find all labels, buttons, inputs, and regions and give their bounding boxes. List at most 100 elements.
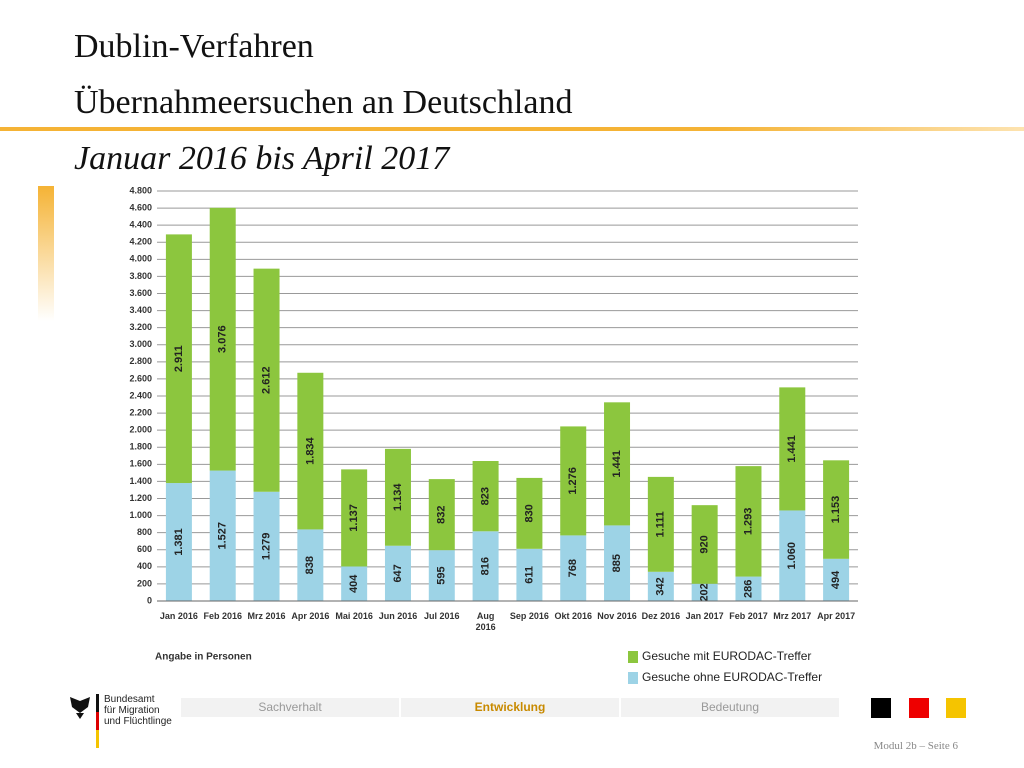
y-tick-label: 2.400	[129, 390, 152, 400]
y-tick-label: 1.600	[129, 459, 152, 469]
value-label: 1.060	[786, 542, 798, 570]
bar-segment	[560, 426, 587, 536]
y-tick-label: 2.600	[129, 373, 152, 383]
x-tick-label: Mrz 2017	[773, 611, 812, 621]
bar-segment	[560, 535, 587, 601]
y-tick-label: 4.800	[129, 185, 152, 195]
y-tick-label: 1.800	[129, 442, 152, 452]
x-tick-label: Mrz 2016	[247, 611, 286, 621]
bar-segment	[823, 558, 850, 601]
bar-segment	[472, 531, 499, 601]
value-label: 611	[523, 566, 535, 584]
x-tick-label: Apr 2017	[817, 611, 856, 621]
x-tick-label: Jan 2016	[159, 611, 198, 621]
bar-segment	[735, 466, 762, 577]
y-tick-label: 3.800	[129, 271, 152, 281]
value-label: 595	[436, 566, 448, 584]
value-label: 1.381	[173, 528, 185, 556]
value-label: 885	[611, 554, 623, 572]
bar-segment	[384, 545, 411, 601]
value-label: 3.076	[217, 325, 229, 353]
nav-tab[interactable]: Bedeutung	[621, 698, 839, 717]
value-label: 1.137	[348, 504, 360, 532]
value-label: 1.527	[217, 522, 229, 550]
value-label: 286	[742, 580, 754, 598]
bar-segment	[691, 505, 718, 584]
value-label: 830	[523, 504, 535, 522]
value-label: 832	[436, 505, 448, 523]
value-label: 342	[655, 577, 667, 595]
bar-segment	[691, 583, 718, 601]
org-line: Bundesamt	[104, 694, 155, 705]
y-tick-label: 4.000	[129, 254, 152, 264]
bar-segment	[209, 470, 236, 601]
value-label: 1.441	[786, 435, 798, 463]
legend-label: Gesuche mit EURODAC-Treffer	[642, 649, 811, 663]
x-tick-label: Dez 2016	[641, 611, 681, 621]
bar-segment	[779, 387, 806, 511]
bar-segment	[647, 571, 674, 601]
bar-segment	[297, 372, 324, 530]
nav-tab[interactable]: Entwicklung	[401, 698, 619, 717]
value-label: 2.911	[173, 345, 185, 372]
value-label: 1.293	[742, 508, 754, 536]
y-tick-label: 2.800	[129, 356, 152, 366]
y-tick-label: 200	[137, 578, 152, 588]
accent-line	[0, 127, 1024, 131]
value-label: 823	[480, 487, 492, 505]
value-label: 1.441	[611, 450, 623, 478]
value-label: 1.153	[830, 496, 842, 524]
y-tick-label: 1.000	[129, 510, 152, 520]
x-tick-label: Okt 2016	[554, 611, 592, 621]
value-label: 816	[480, 557, 492, 575]
value-label: 647	[392, 564, 404, 582]
title-line: Übernahmeersuchen an Deutschland	[74, 84, 573, 121]
value-label: 202	[699, 583, 711, 601]
value-label: 1.834	[304, 436, 316, 464]
x-tick-label: Nov 2016	[597, 611, 637, 621]
bar-segment	[823, 460, 850, 559]
bar-segment	[209, 207, 236, 471]
x-tick-label: Jul 2016	[424, 611, 460, 621]
value-label: 1.134	[392, 483, 404, 511]
subtitle: Januar 2016 bis April 2017	[74, 140, 450, 177]
nav-tab[interactable]: Sachverhalt	[181, 698, 399, 717]
x-tick-label: Aug 2016	[475, 611, 496, 632]
y-tick-label: 3.200	[129, 322, 152, 332]
y-tick-label: 4.400	[129, 220, 152, 230]
bar-segment	[428, 479, 455, 551]
bar-segment	[604, 525, 631, 601]
y-tick-label: 0	[147, 595, 152, 605]
bar-segment	[604, 402, 631, 526]
y-tick-label: 3.400	[129, 305, 152, 315]
value-label: 2.612	[260, 366, 272, 394]
y-tick-label: 2.200	[129, 407, 152, 417]
bar-segment	[297, 529, 324, 601]
legend-label: Gesuche ohne EURODAC-Treffer	[642, 670, 822, 684]
title-line: Dublin-Verfahren	[74, 28, 314, 65]
y-tick-label: 4.200	[129, 237, 152, 247]
bar-segment	[165, 483, 192, 601]
y-tick-label: 1.200	[129, 493, 152, 503]
value-label: 494	[830, 570, 842, 589]
org-line: und Flüchtlinge	[104, 716, 172, 727]
legend-swatch	[628, 672, 638, 684]
x-tick-label: Feb 2017	[729, 611, 768, 621]
value-label: 768	[567, 559, 579, 577]
value-label: 1.276	[567, 467, 579, 495]
y-tick-label: 3.600	[129, 288, 152, 298]
bar-segment	[516, 548, 543, 601]
bar-segment	[779, 510, 806, 601]
bar-segment	[735, 576, 762, 601]
bar-segment	[341, 469, 368, 567]
accent-bar	[38, 186, 54, 321]
legend-swatch	[628, 651, 638, 663]
x-tick-label: Sep 2016	[509, 611, 549, 621]
x-tick-label: Apr 2016	[291, 611, 330, 621]
x-tick-label: Mai 2016	[335, 611, 373, 621]
value-label: 1.111	[655, 511, 667, 537]
bar-segment	[516, 477, 543, 549]
bar-segment	[165, 234, 192, 484]
